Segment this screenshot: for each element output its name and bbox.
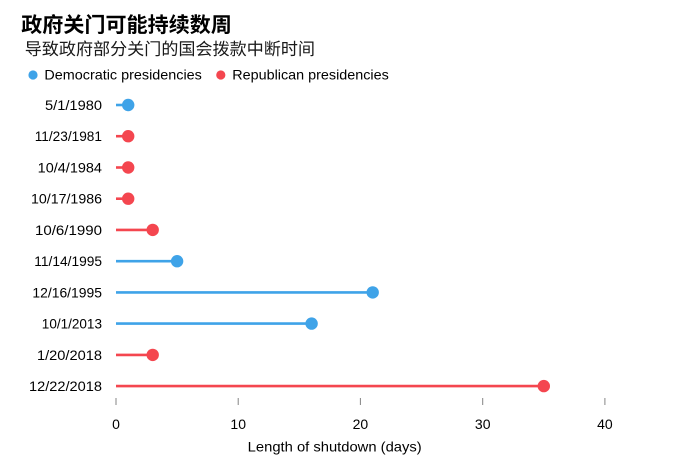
svg-text:10/17/1986: 10/17/1986 [31, 191, 102, 207]
svg-text:10/1/2013: 10/1/2013 [42, 316, 102, 332]
svg-text:30: 30 [475, 416, 491, 432]
svg-text:12/16/1995: 12/16/1995 [32, 284, 102, 300]
svg-text:10/4/1984: 10/4/1984 [38, 160, 103, 176]
svg-text:10/6/1990: 10/6/1990 [35, 222, 102, 238]
svg-text:10: 10 [230, 416, 246, 432]
svg-text:40: 40 [597, 416, 613, 432]
svg-text:12/22/2018: 12/22/2018 [29, 378, 102, 394]
svg-text:20: 20 [353, 416, 369, 432]
svg-text:Length of shutdown (days): Length of shutdown (days) [248, 439, 422, 455]
svg-text:11/14/1995: 11/14/1995 [34, 253, 102, 269]
svg-text:5/1/1980: 5/1/1980 [45, 97, 102, 113]
svg-text:11/23/1981: 11/23/1981 [35, 128, 103, 144]
svg-text:Republican presidencies: Republican presidencies [232, 66, 388, 82]
svg-text:1/20/2018: 1/20/2018 [37, 347, 102, 363]
svg-text:Democratic presidencies: Democratic presidencies [44, 66, 202, 82]
svg-text:0: 0 [112, 416, 120, 432]
